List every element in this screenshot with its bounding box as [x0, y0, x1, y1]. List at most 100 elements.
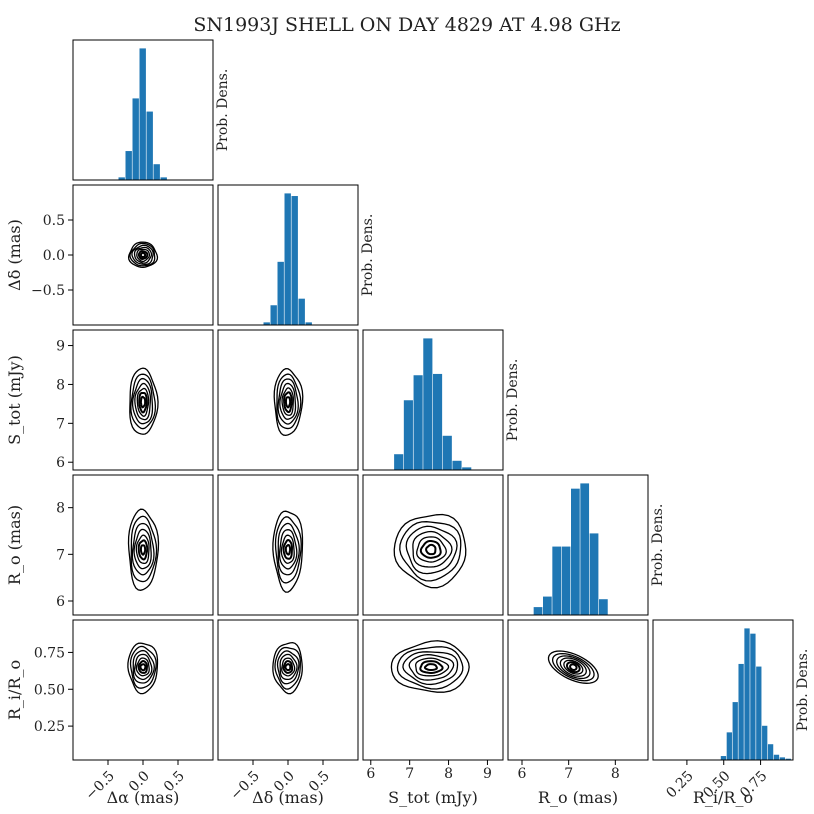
hist-bar-da-4: [146, 111, 153, 180]
y-tick-label-r-2: 0.75: [34, 645, 65, 661]
contour-level-dd-ro-5: [274, 516, 302, 584]
hist-bar-s-4: [433, 373, 443, 470]
contour-panel-da-r: [72, 619, 214, 761]
contour-level-da-s-5: [130, 373, 157, 430]
hist-bar-r-2: [732, 702, 738, 760]
contour-lines-ro-r: [547, 650, 599, 684]
contour-lines-da-r: [127, 642, 159, 695]
y-tick-label-r-0: 0.25: [34, 719, 65, 735]
contour-level-s-ro-0: [425, 543, 437, 556]
hist-bar-dd-3: [284, 193, 291, 325]
contour-level-da-ro-3: [133, 528, 152, 570]
y-axis-label-ro: R_o (mas): [5, 505, 24, 585]
contour-level-dd-s-1: [283, 391, 293, 414]
contour-level-dd-ro-3: [278, 529, 298, 570]
contour-lines-da-dd: [127, 241, 159, 269]
y-tick-label-ro-0: 6: [56, 594, 65, 610]
contour-level-ro-r-0: [569, 663, 578, 671]
contour-panel-dd-s: [217, 329, 359, 471]
hist-bar-r-1: [726, 732, 732, 760]
x-tick-label-s-1: 7: [405, 766, 414, 782]
contour-level-dd-ro-6: [272, 510, 304, 593]
y-tick-label-ro-1: 7: [56, 547, 65, 563]
contour-level-ro-r-1: [565, 661, 581, 674]
contour-level-ro-r-6: [547, 650, 599, 684]
hist-bar-r-3: [738, 663, 744, 760]
contour-level-ro-r-5: [551, 652, 595, 682]
x-axis-dd: −0.5 0.0 0.5Δδ (mas): [228, 760, 333, 807]
contour-level-dd-r-1: [282, 660, 294, 674]
y-tick-label-ro-2: 8: [56, 501, 65, 517]
contour-level-s-r-6: [390, 640, 470, 693]
hist-bar-da-3: [139, 48, 146, 181]
contour-level-dd-ro-4: [277, 522, 300, 576]
contour-frame-da-r: [72, 619, 214, 761]
contour-frame-ro-r: [507, 619, 649, 761]
chart-title: SN1993J SHELL ON DAY 4829 AT 4.98 GHz: [193, 14, 620, 36]
hist-frame-ro: [507, 474, 649, 616]
contour-level-da-dd-1: [137, 250, 149, 261]
x-axis-label-dd: Δδ (mas): [252, 788, 324, 807]
x-tick-label-r-0: 0.25: [663, 768, 696, 801]
hist-bar-ro-3: [561, 546, 571, 615]
contour-level-s-ro-3: [412, 530, 453, 568]
hist-bar-r-0: [720, 756, 727, 760]
hist-frame-da: [72, 39, 214, 181]
contour-level-dd-s-4: [277, 378, 299, 425]
contour-lines-dd-ro: [272, 510, 304, 593]
contour-frame-dd-ro: [217, 474, 359, 616]
hist-panel-r: Prob. Dens.: [652, 619, 811, 761]
contour-level-dd-r-2: [281, 657, 296, 677]
hist-bar-da-5: [153, 164, 160, 180]
contour-level-da-dd-0: [139, 251, 147, 259]
hist-bar-da-1: [125, 151, 132, 180]
hist-bar-r-6: [756, 666, 762, 760]
prob-dens-label-s: Prob. Dens.: [505, 359, 521, 442]
contour-lines-dd-r: [272, 641, 303, 695]
contour-level-da-ro-2: [135, 534, 150, 565]
y-axis-r: 0.25 0.50 0.75 R_i/R_o: [5, 645, 73, 735]
contour-level-s-r-1: [419, 660, 444, 674]
hist-bar-r-5: [750, 633, 756, 760]
x-axis-label-ro: R_o (mas): [538, 788, 618, 807]
contour-level-dd-ro-2: [280, 534, 295, 564]
hist-bar-ro-6: [589, 533, 599, 615]
y-axis-label-dd: Δδ (mas): [5, 219, 24, 291]
hist-panel-s: Prob. Dens.: [362, 329, 521, 471]
y-tick-label-s-2: 8: [56, 377, 65, 393]
contour-level-dd-ro-1: [282, 538, 293, 560]
hist-frame-dd: [217, 184, 359, 326]
contour-level-da-ro-5: [130, 515, 158, 583]
contour-panel-da-ro: [72, 474, 214, 616]
contour-level-s-ro-2: [416, 536, 447, 563]
prob-dens-label-r: Prob. Dens.: [795, 649, 811, 732]
prob-dens-label-da: Prob. Dens.: [215, 69, 231, 152]
contour-frame-da-ro: [72, 474, 214, 616]
hist-bar-ro-2: [552, 546, 562, 615]
x-tick-label-s-3: 9: [483, 766, 492, 782]
x-tick-label-s-2: 8: [444, 766, 453, 782]
hist-bar-dd-2: [277, 261, 284, 325]
contour-level-dd-r-0: [284, 663, 292, 672]
contour-level-dd-ro-0: [284, 543, 292, 556]
contour-level-da-ro-0: [139, 544, 147, 556]
hist-bar-ro-7: [599, 599, 608, 615]
contour-frame-da-dd: [72, 184, 214, 326]
hist-bar-dd-0: [263, 322, 270, 325]
contour-level-ro-r-3: [559, 657, 587, 677]
contour-level-s-ro-6: [393, 513, 467, 589]
contour-level-s-r-2: [415, 657, 450, 677]
x-axis-label-r: R_i/R_o: [693, 788, 753, 807]
hist-bar-s-2: [413, 375, 423, 470]
hist-panel-ro: Prob. Dens.: [507, 474, 666, 616]
hist-bar-da-2: [132, 98, 139, 180]
contour-level-da-s-0: [139, 395, 147, 409]
hist-bar-da-0: [118, 177, 125, 180]
contour-level-s-ro-1: [419, 540, 442, 559]
y-tick-label-dd-0: −0.5: [31, 283, 65, 299]
contour-level-da-dd-2: [136, 248, 151, 263]
contour-level-da-dd-5: [129, 242, 156, 267]
contour-level-ro-r-4: [556, 655, 591, 680]
contour-level-da-r-4: [132, 649, 155, 684]
